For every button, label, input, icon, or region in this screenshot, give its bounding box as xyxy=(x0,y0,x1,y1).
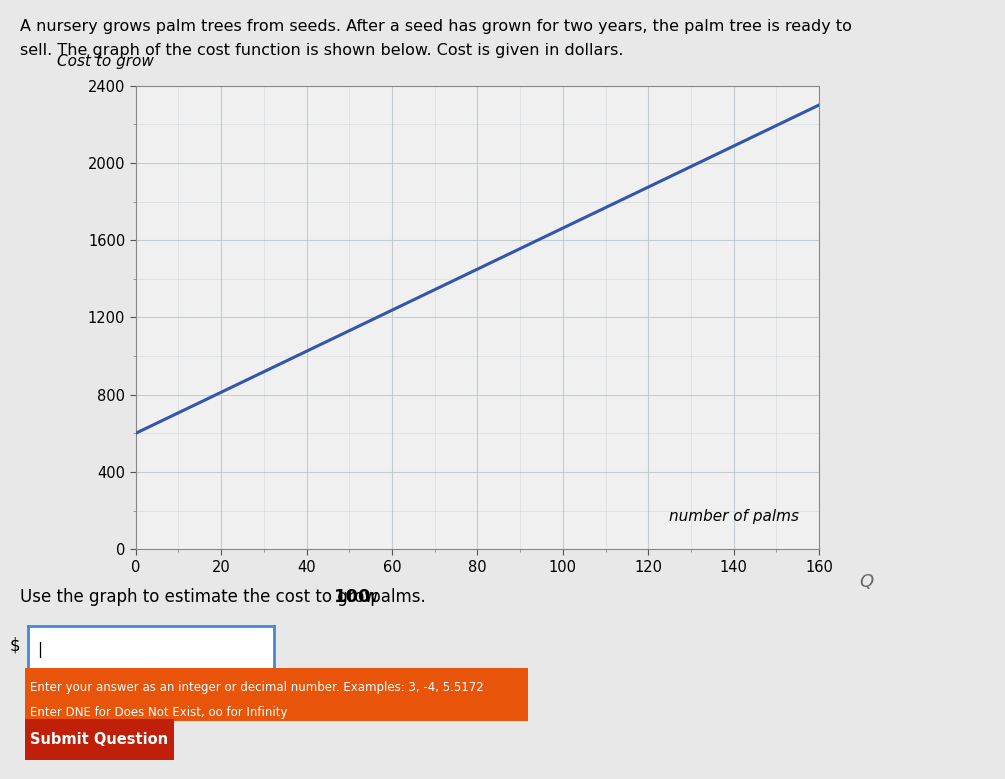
Text: |: | xyxy=(37,642,42,657)
Text: A nursery grows palm trees from seeds. After a seed has grown for two years, the: A nursery grows palm trees from seeds. A… xyxy=(20,19,852,34)
Text: Cost to grow: Cost to grow xyxy=(57,55,154,69)
Text: Submit Question: Submit Question xyxy=(30,731,169,747)
Text: Q: Q xyxy=(859,573,873,590)
Text: Enter DNE for Does Not Exist, oo for Infinity: Enter DNE for Does Not Exist, oo for Inf… xyxy=(30,706,287,719)
Text: number of palms: number of palms xyxy=(668,509,799,523)
Text: Enter your answer as an integer or decimal number. Examples: 3, -4, 5.5172: Enter your answer as an integer or decim… xyxy=(30,681,483,694)
Text: 100: 100 xyxy=(334,588,371,606)
Text: Use the graph to estimate the cost to grow: Use the graph to estimate the cost to gr… xyxy=(20,588,383,606)
Text: palms.: palms. xyxy=(365,588,425,606)
Text: $: $ xyxy=(9,636,20,655)
Text: sell. The graph of the cost function is shown below. Cost is given in dollars.: sell. The graph of the cost function is … xyxy=(20,43,623,58)
